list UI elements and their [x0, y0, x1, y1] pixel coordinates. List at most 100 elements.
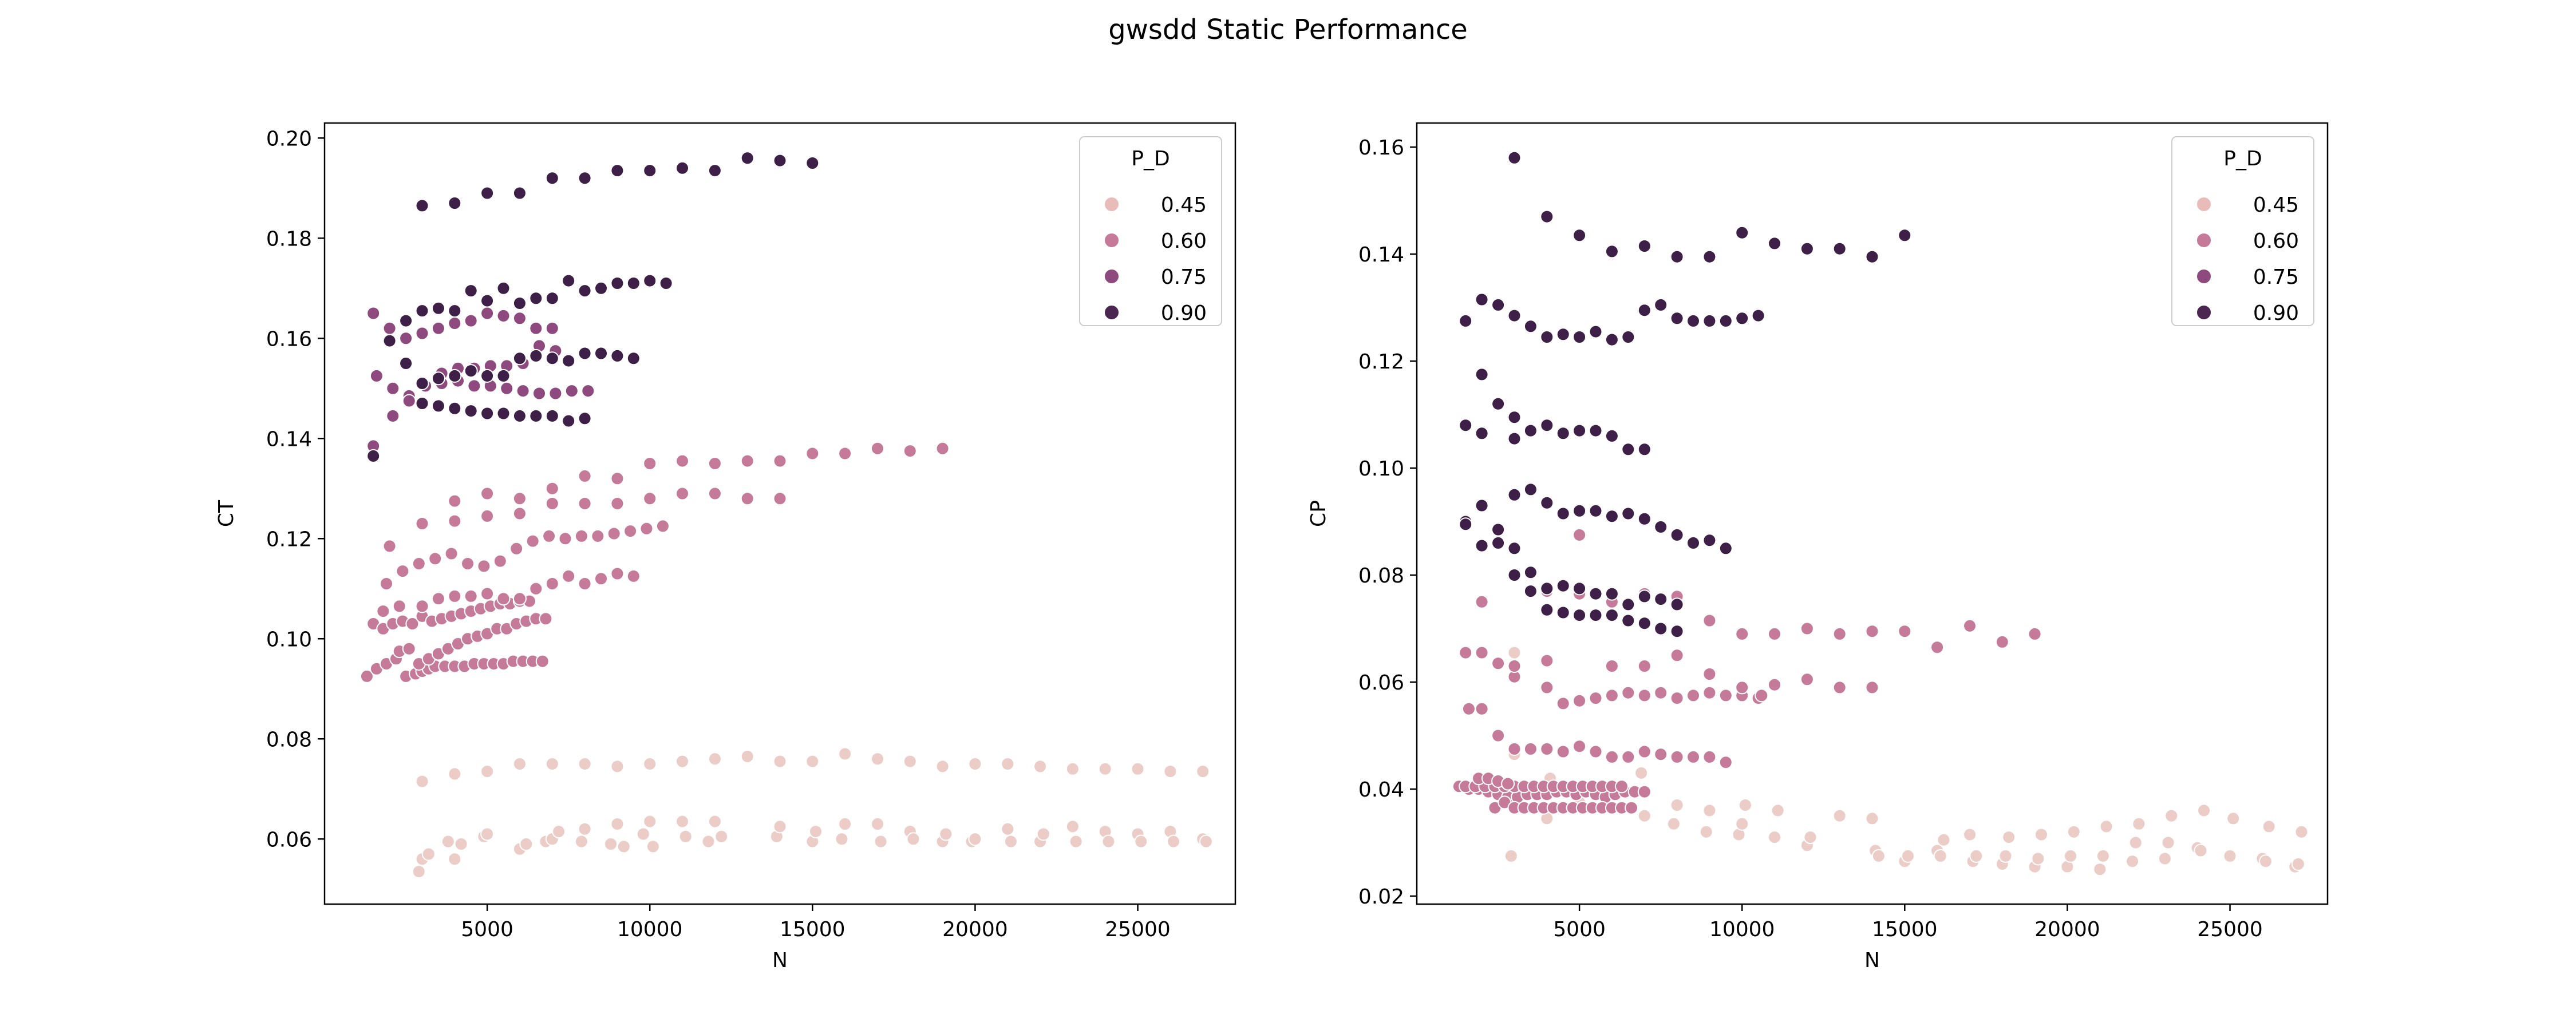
data-point: [740, 151, 754, 165]
data-point: [773, 153, 787, 168]
data-point: [1573, 608, 1587, 623]
data-point: [1735, 680, 1749, 695]
data-point: [610, 276, 625, 290]
data-point: [1933, 849, 1947, 863]
data-point: [461, 557, 475, 571]
legend-label: 0.90: [1161, 302, 1207, 325]
data-point: [480, 306, 495, 320]
data-point: [1589, 423, 1603, 438]
data-point: [496, 406, 511, 421]
data-point: [1589, 324, 1603, 339]
data-point: [1634, 766, 1649, 780]
data-point: [382, 539, 397, 553]
data-point: [1605, 750, 1619, 764]
data-point: [1637, 809, 1652, 823]
data-point: [2197, 803, 2211, 818]
data-point: [1670, 311, 1684, 326]
data-point: [1556, 605, 1570, 620]
data-point: [591, 529, 605, 543]
data-point: [1621, 613, 1635, 628]
y-tick-label: 0.12: [1358, 350, 1404, 374]
data-point: [1768, 236, 1781, 251]
data-point: [1637, 239, 1652, 253]
data-point: [1556, 579, 1570, 593]
data-point: [626, 569, 641, 583]
data-point: [740, 454, 754, 468]
chart-cp: 5000 10000 15000 20000 25000 0.02 0.04 0.06 0.08…: [1307, 122, 2329, 972]
data-point: [1702, 803, 1717, 818]
data-point: [444, 546, 459, 561]
data-point: [402, 641, 416, 656]
data-point: [1751, 308, 1765, 323]
data-point: [480, 369, 495, 383]
data-point: [1718, 755, 1733, 770]
data-point: [415, 326, 429, 340]
data-point: [708, 457, 722, 470]
data-point: [1556, 327, 1570, 342]
data-point: [2164, 809, 2179, 823]
data-point: [1475, 702, 1489, 716]
data-point: [1605, 429, 1619, 443]
data-point: [1605, 659, 1619, 673]
data-point: [431, 321, 445, 335]
data-point: [545, 497, 559, 510]
data-point: [1998, 849, 2013, 863]
data-point: [1605, 688, 1619, 703]
data-point: [2002, 830, 2016, 845]
data-point: [480, 764, 495, 779]
data-point: [1101, 834, 1116, 849]
x-axis-label: N: [772, 949, 788, 972]
data-point: [369, 369, 384, 383]
data-point: [1654, 298, 1668, 312]
data-point: [714, 829, 729, 843]
data-point: [1491, 522, 1506, 537]
chart-ct: 5000 10000 15000 20000 25000 0.06 0.08 0.10 0.12…: [215, 122, 1236, 972]
data-point: [477, 559, 491, 573]
data-point: [532, 386, 546, 401]
data-point: [545, 171, 559, 185]
data-point: [1654, 621, 1668, 636]
data-point: [1832, 680, 1847, 695]
data-point: [1901, 849, 1915, 863]
data-point: [382, 321, 397, 335]
data-point: [1540, 680, 1554, 695]
data-point: [421, 847, 436, 861]
data-point: [578, 346, 592, 360]
data-point: [1637, 303, 1652, 318]
data-point: [935, 759, 950, 774]
legend-label: 0.60: [1161, 229, 1207, 253]
plot-frame: [323, 122, 1236, 905]
data-point: [1589, 744, 1603, 759]
data-point: [512, 351, 527, 366]
data-point: [431, 399, 445, 413]
data-point: [500, 381, 514, 395]
data-point: [402, 394, 416, 408]
data-point: [1637, 659, 1652, 673]
data-point: [415, 517, 429, 530]
data-point: [431, 371, 445, 386]
scatter-points: [359, 151, 1213, 879]
data-point: [1605, 587, 1619, 601]
data-point: [578, 822, 592, 836]
data-point: [399, 331, 413, 346]
data-point: [1556, 426, 1570, 441]
data-point: [773, 819, 787, 834]
data-point: [392, 599, 406, 613]
data-point: [701, 834, 716, 849]
legend-marker: [1104, 268, 1120, 284]
data-point: [1654, 520, 1668, 534]
data-point: [2093, 862, 2107, 877]
data-point: [1735, 627, 1749, 641]
data-point: [1573, 528, 1587, 542]
data-point: [871, 817, 884, 831]
data-point: [1069, 834, 1083, 849]
data-point: [399, 314, 413, 328]
data-point: [1459, 314, 1473, 328]
data-point: [1475, 595, 1489, 609]
data-point: [2262, 819, 2276, 834]
data-point: [1621, 442, 1635, 457]
data-point: [2158, 851, 2172, 866]
data-point: [412, 865, 426, 879]
data-point: [903, 444, 917, 458]
data-point: [405, 617, 420, 631]
